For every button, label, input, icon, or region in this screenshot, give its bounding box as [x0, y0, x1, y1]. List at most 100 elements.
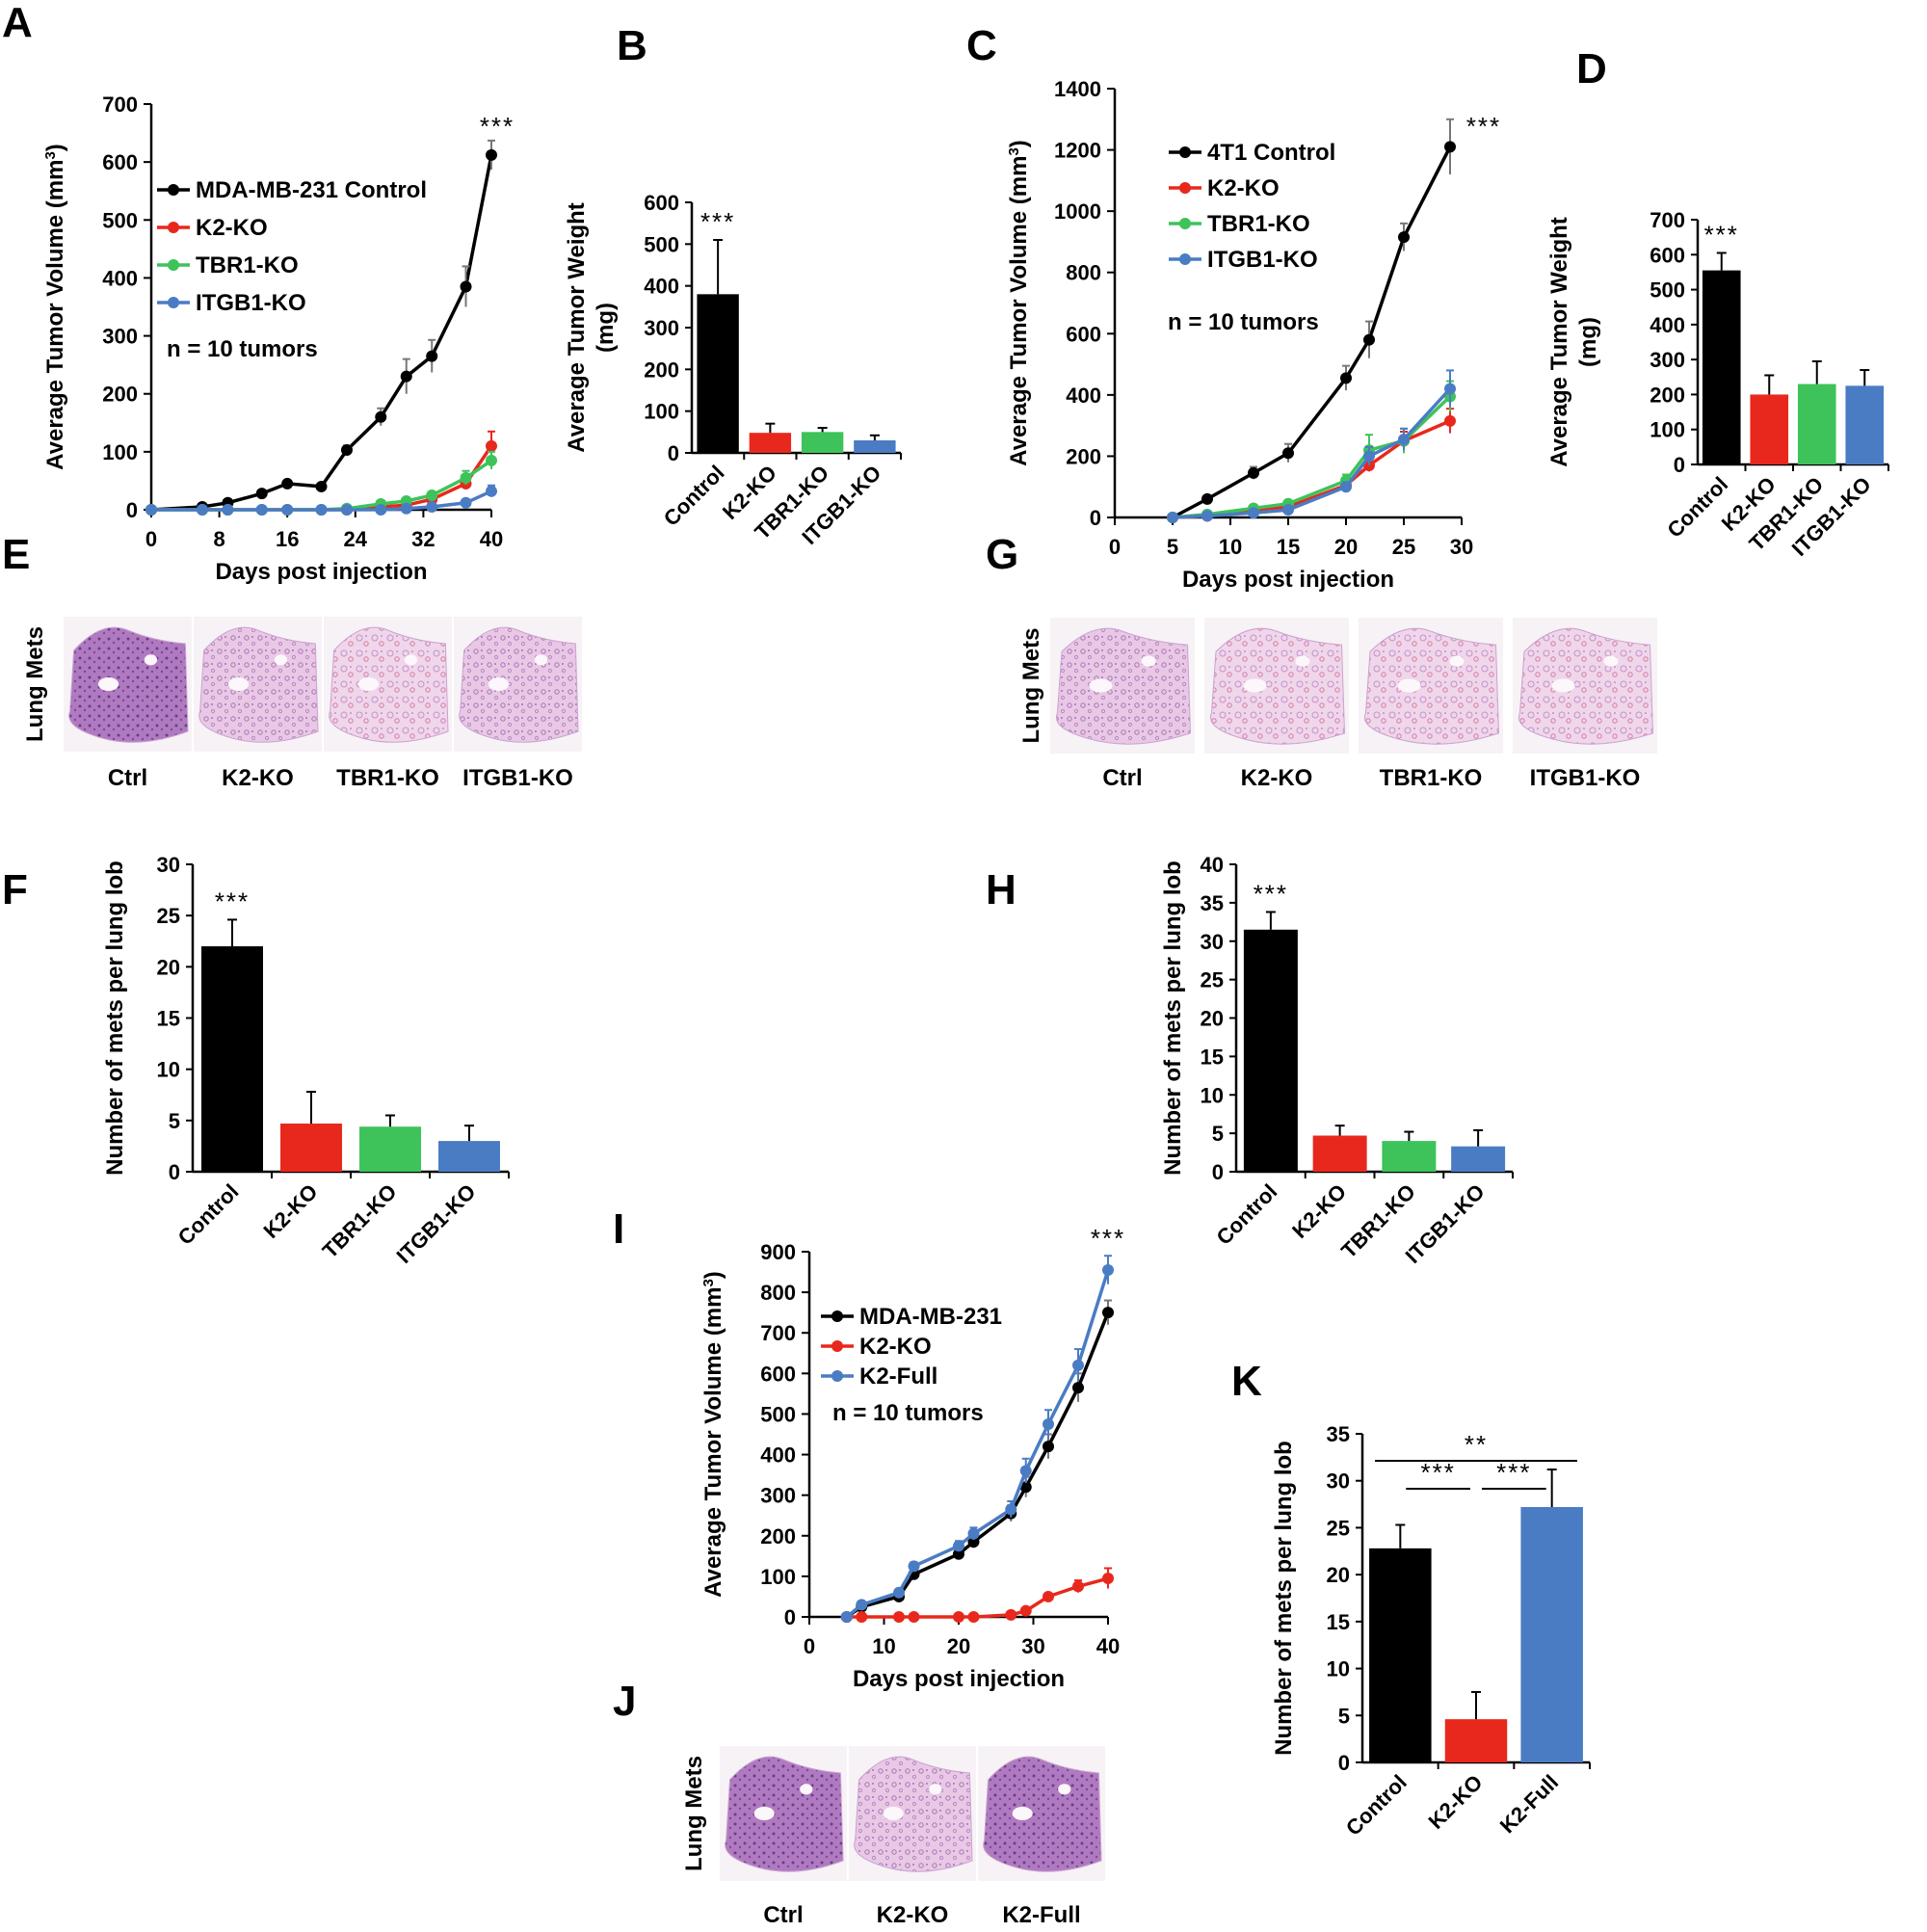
y-tick-label: 25 [157, 904, 180, 928]
series-line-k2-ko [151, 444, 493, 512]
legend-marker [1179, 218, 1191, 229]
histology-caption-itgb1-ko: ITGB1-KO [1530, 765, 1641, 791]
airway [97, 677, 119, 691]
y-tick-label: 10 [1201, 1083, 1224, 1107]
x-category-label: Control [1662, 472, 1732, 543]
panel-letter-b: B [617, 22, 647, 69]
histology-row-label: Lung Mets [1018, 628, 1044, 744]
histology-caption-k2-ko: K2-KO [222, 765, 294, 791]
data-point [1282, 447, 1294, 460]
y-axis-title: Number of mets per lung lob [1160, 860, 1186, 1176]
y-tick-label: 15 [157, 1007, 180, 1031]
tissue-section [854, 1756, 973, 1872]
x-tick-label: 20 [947, 1634, 970, 1658]
y-tick-label: 0 [1090, 506, 1101, 530]
data-point [1248, 466, 1259, 479]
data-point [340, 444, 353, 457]
y-tick-label: 400 [102, 266, 138, 290]
panel-letter-a: A [2, 0, 33, 46]
histology-caption-k2-full: K2-Full [1002, 1902, 1080, 1928]
y-tick-label: 300 [1650, 348, 1685, 372]
data-point [400, 502, 412, 515]
data-point [1072, 1580, 1084, 1593]
legend-label-tbr1-ko: TBR1-KO [1207, 211, 1310, 237]
x-category-label: K2-Full [1495, 1770, 1563, 1838]
y-tick-label: 500 [760, 1402, 796, 1426]
data-point [315, 504, 328, 516]
y-axis-title: Average Tumor Volume (mm3) [700, 1271, 727, 1598]
tissue-section [983, 1756, 1102, 1872]
legend-label-k2-ko: K2-KO [196, 215, 268, 241]
histology-row-label: Lung Mets [681, 1756, 707, 1871]
y-tick-label: 0 [1338, 1751, 1350, 1775]
significance-label: *** [700, 207, 735, 236]
legend-label-itgb1-ko: ITGB1-KO [196, 290, 306, 316]
histology-caption-ctrl: Ctrl [763, 1902, 803, 1928]
x-tick-label: 40 [1096, 1634, 1120, 1658]
y-tick-label: 0 [668, 441, 679, 465]
y-tick-label: 1400 [1054, 77, 1101, 101]
legend-marker [832, 1370, 843, 1382]
data-point [340, 504, 353, 516]
histology-caption-ctrl: Ctrl [108, 765, 147, 791]
airway [1449, 655, 1465, 667]
data-point [856, 1611, 868, 1623]
airway [1295, 655, 1310, 667]
bar-k2-ko [749, 433, 792, 453]
panel-letter-d: D [1576, 45, 1607, 93]
series-line-mda-mb-231-control [150, 154, 493, 512]
y-tick-label: 700 [102, 93, 138, 117]
bar-itgb1-ko [438, 1141, 500, 1172]
y-tick-label: 700 [1650, 208, 1685, 232]
airway [753, 1807, 775, 1820]
data-point [856, 1599, 868, 1611]
y-tick-label: 600 [644, 191, 679, 215]
data-point [893, 1586, 905, 1599]
data-point [1019, 1604, 1032, 1617]
y-tick-label: 300 [760, 1484, 796, 1508]
y-axis-title: Number of mets per lung lob [1271, 1441, 1297, 1756]
panel-letter-f: F [2, 866, 28, 913]
data-point [908, 1611, 920, 1623]
y-axis-title: Average Tumor Weight (mg) [564, 202, 619, 453]
y-tick-label: 5 [169, 1109, 180, 1133]
legend-marker [168, 297, 179, 308]
legend-label-itgb1-ko: ITGB1-KO [1207, 247, 1318, 273]
chart-b-tumor-weight: 0100200300400500600ControlK2-KOTBR1-KOIT… [564, 191, 902, 549]
data-point [400, 370, 412, 383]
data-point [1201, 492, 1213, 505]
data-point [426, 500, 438, 513]
data-point [1444, 383, 1456, 395]
x-tick-label: 15 [1277, 535, 1300, 559]
y-tick-label: 20 [1327, 1563, 1350, 1587]
chart-a-tumor-volume: 0 100 200 300 400 500 600 700 0 8 16 24 32 40 Days pos… [42, 93, 514, 585]
panel-letter-g: G [986, 531, 1018, 578]
series-line-4t1-control [1172, 146, 1452, 519]
tissue-section [68, 626, 189, 743]
y-tick-label: 1000 [1054, 199, 1101, 224]
tissue-section [1055, 627, 1192, 745]
bar-itgb1-ko [1451, 1146, 1506, 1172]
airway [404, 654, 418, 666]
y-tick-label: 100 [1650, 418, 1685, 442]
legend-label-mda-mb-231-control: MDA-MB-231 Control [196, 177, 427, 203]
data-point [893, 1611, 905, 1623]
y-tick-label: 800 [760, 1281, 796, 1305]
bar-k2-ko [1312, 1135, 1367, 1172]
airway [1089, 678, 1113, 693]
legend-marker [1179, 253, 1191, 265]
histology-caption-k2-ko: K2-KO [877, 1902, 949, 1928]
bar-itgb1-ko [1845, 385, 1885, 464]
data-point [1072, 1359, 1084, 1371]
data-point [953, 1611, 964, 1623]
y-tick-label: 15 [1327, 1610, 1350, 1634]
data-point [908, 1560, 920, 1573]
y-tick-label: 600 [102, 150, 138, 174]
x-tick-label: 24 [344, 527, 368, 551]
data-point [1102, 1572, 1114, 1584]
bar-control [1702, 270, 1741, 464]
panel-letter-k: K [1231, 1358, 1262, 1405]
y-axis-title: Average Tumor Weight (mg) [1546, 217, 1601, 467]
series-itgb1-ko [1167, 369, 1456, 523]
